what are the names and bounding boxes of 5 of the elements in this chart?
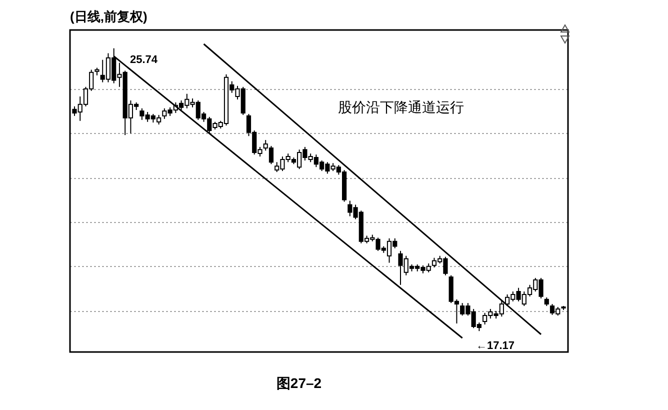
chart-title: (日线,前复权) [70,9,148,24]
text: ←17.17 [476,340,515,352]
annotation: 股价沿下降通道运行 [338,99,464,115]
caption: 图27–2 [276,375,322,391]
annotation: 25.74 [130,54,158,66]
